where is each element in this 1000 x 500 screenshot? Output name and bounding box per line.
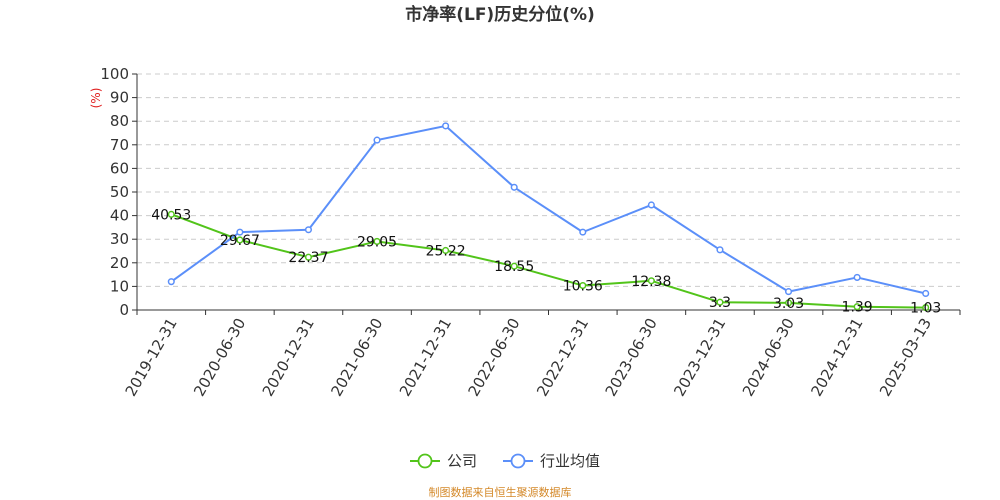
data-label: 22.37 [288,250,328,266]
data-label: 18.55 [494,259,534,275]
series-group [167,122,930,312]
x-tick-label: 2020-12-31 [259,315,318,400]
data-point [304,253,313,261]
legend-label: 公司 [447,452,477,470]
data-label: 29.67 [220,233,260,249]
y-tick-label: 20 [110,254,129,272]
data-point [579,282,587,290]
x-tick-label: 2023-12-31 [670,315,729,400]
data-point [922,304,930,312]
data-point [510,262,518,270]
legend-label: 行业均值 [540,452,600,470]
legend-marker [510,453,526,469]
y-axis-unit: (%) [89,88,103,109]
data-label: 3.03 [773,296,804,312]
data-point [236,236,244,244]
y-tick-label: 90 [110,89,129,107]
y-tick-label: 40 [110,207,129,225]
source-note: 制图数据来自恒生聚源数据库 [429,485,572,499]
y-tick-label: 100 [100,65,129,83]
x-tick-label: 2021-12-31 [396,315,455,400]
data-point [373,237,381,245]
x-tick-label: 2023-06-30 [602,315,661,400]
x-tick-label: 2024-06-30 [739,315,798,400]
data-label: 1.39 [842,300,873,316]
data-point [579,228,587,236]
legend: 公司 行业均值 [410,452,600,470]
x-tick-label: 2022-12-31 [533,315,592,400]
data-label: 25.22 [426,243,466,259]
data-point [442,246,450,255]
y-tick-label: 50 [110,183,129,201]
data-point [784,299,793,307]
chart-title: 市净率(LF)历史分位(%) [405,4,595,25]
data-label: 40.53 [151,207,191,223]
y-tick-label: 60 [110,159,129,177]
data-point [167,210,175,218]
legend-marker [417,453,433,469]
data-point [167,278,175,286]
data-label: 10.36 [563,279,603,295]
data-point [647,277,655,285]
data-point [922,289,930,298]
data-point [853,273,861,281]
gridlines [137,73,960,287]
data-point [716,298,724,306]
data-point [373,136,381,144]
series-line-industry-average [170,124,926,295]
data-point [647,201,655,209]
y-tick-label: 0 [119,301,129,319]
data-point [442,122,450,130]
y-tick-label: 10 [110,277,129,295]
y-tick-label: 30 [110,230,129,248]
x-tick-label: 2022-06-30 [464,315,523,400]
y-tick-label: 80 [110,112,129,130]
data-labels: 40.53 29.67 22.37 29.05 25.22 18.55 10.36 12.38… [151,207,941,316]
data-label: 29.05 [357,234,397,250]
x-tick-label: 2024-12-31 [807,315,866,400]
data-label: 3.3 [709,295,731,311]
data-point [510,183,518,191]
x-tick-label: 2025-03-13 [876,315,935,400]
data-point [236,228,244,236]
data-label: 12.38 [631,274,671,290]
series-line-company [170,213,926,309]
x-tick-label: 2019-12-31 [122,315,181,400]
data-point [304,226,313,234]
data-point [784,288,793,296]
data-point [716,246,724,254]
data-point [853,303,861,311]
x-tick-label: 2021-06-30 [327,315,386,400]
y-tick-label: 70 [110,136,129,154]
x-tick-label: 2020-06-30 [190,315,249,400]
data-label: 1.03 [910,301,941,317]
